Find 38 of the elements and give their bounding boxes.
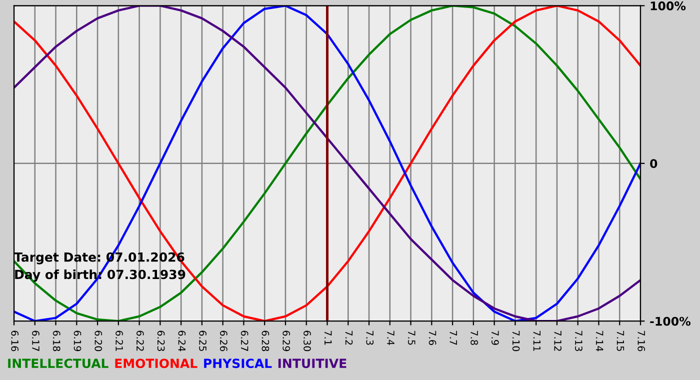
x-tick-label: 6.27	[240, 330, 248, 351]
x-tick-label: 7.12	[554, 330, 562, 351]
x-tick-label: 6.20	[94, 330, 102, 352]
text: INTUITIVE	[278, 358, 346, 368]
x-tick-label: 7.9	[491, 330, 499, 345]
x-tick-label: 6.28	[262, 330, 270, 352]
y-tick-label: 100%	[650, 1, 686, 10]
x-tick-label: 7.6	[428, 330, 436, 345]
x-tick-label: 6.16	[11, 330, 19, 352]
x-tick-label: 6.19	[74, 330, 82, 352]
x-tick-label: 7.5	[408, 330, 416, 345]
x-tick-label: 6.26	[220, 330, 228, 352]
text: PHYSICAL	[204, 358, 272, 368]
x-tick-label: 7.7	[450, 330, 457, 345]
x-tick-label: 6.17	[32, 330, 40, 351]
x-tick-label: 6.21	[116, 330, 123, 351]
x-tick-label: 7.3	[366, 330, 374, 345]
x-tick-label: 6.30	[304, 330, 311, 352]
y-tick-label: -100%	[650, 316, 691, 326]
x-tick-label: 7.10	[512, 330, 520, 352]
x-tick-label: 7.4	[387, 330, 394, 346]
x-tick-label: 7.15	[616, 330, 624, 351]
x-tick-label: 6.25	[199, 330, 206, 351]
x-tick-label: 7.1	[324, 330, 332, 345]
x-tick-label: 7.13	[575, 330, 582, 351]
y-tick-label: 0	[650, 159, 658, 168]
text: INTELLECTUAL	[8, 358, 108, 368]
x-tick-label: 7.14	[596, 330, 604, 352]
x-tick-label: 6.22	[136, 330, 144, 351]
text: EMOTIONAL	[115, 358, 198, 368]
x-tick-label: 7.11	[533, 330, 540, 351]
x-tick-label: 6.29	[282, 330, 290, 352]
x-tick-label: 6.23	[157, 330, 165, 351]
x-tick-label: 6.24	[178, 330, 186, 352]
x-tick-label: 7.2	[345, 330, 353, 345]
x-tick-label: 7.16	[638, 330, 646, 352]
x-tick-label: 6.18	[52, 330, 60, 352]
x-tick-label: 7.8	[470, 330, 478, 345]
